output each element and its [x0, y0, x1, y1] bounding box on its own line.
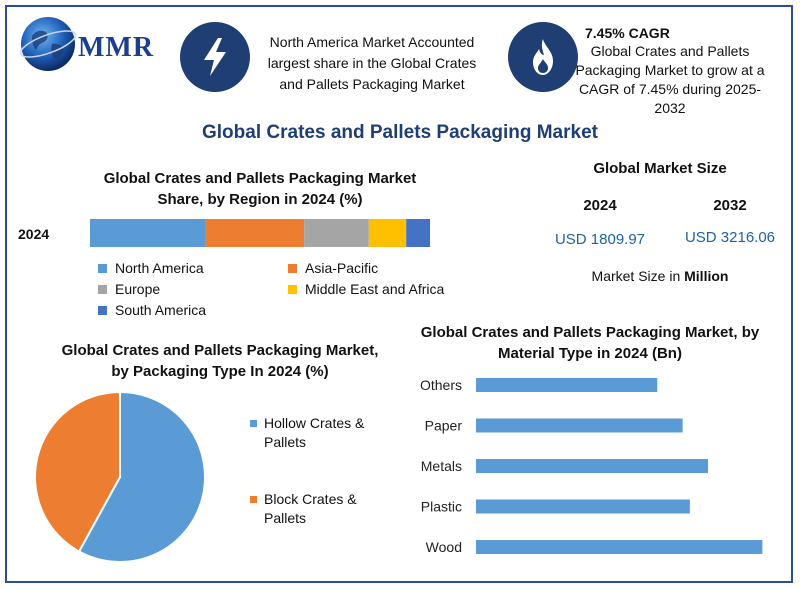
- region-stacked-bar: [90, 219, 430, 247]
- pie-slice-hollow-crates-pallets: [77, 390, 206, 563]
- market-value-2032: USD 3216.06: [684, 229, 776, 246]
- fire-icon: [533, 39, 553, 75]
- legend-swatch: [288, 263, 297, 273]
- material-bar-paper: [476, 418, 683, 433]
- year-2024-label: 2024: [583, 197, 617, 214]
- cagr-title: 7.45% CAGR: [585, 25, 670, 41]
- region-bar-middle-east-and-africa: [368, 219, 407, 247]
- legend-label: Middle East and Africa: [305, 281, 445, 297]
- highlight-north-america: North America Market Accounted largest s…: [267, 34, 477, 92]
- legend-swatch: [250, 420, 257, 427]
- region-bar-north-america: [90, 219, 206, 247]
- region-bar-asia-pacific: [205, 219, 305, 247]
- material-tick-label: Metals: [421, 458, 462, 474]
- material-chart-title: Global Crates and Pallets Packaging Mark…: [420, 324, 760, 362]
- lightning-icon: [204, 38, 226, 76]
- material-bar-wood: [476, 540, 763, 554]
- region-legend-item: Asia-Pacific: [288, 260, 378, 276]
- legend-label: Block Crates & Pallets: [264, 491, 357, 526]
- material-tick-label: Wood: [426, 539, 462, 555]
- material-tick-label: Paper: [425, 418, 463, 434]
- material-bar-metals: [476, 459, 708, 473]
- fire-icon-badge: [508, 22, 578, 92]
- packaging-legend-item: Block Crates & Pallets: [250, 490, 394, 528]
- legend-swatch: [98, 284, 107, 294]
- market-size-note-unit: Million: [684, 268, 729, 284]
- legend-swatch: [98, 263, 107, 273]
- packaging-legend-item: Hollow Crates & Pallets: [250, 414, 394, 452]
- highlight-cagr: Global Crates and Pallets Packaging Mark…: [575, 43, 765, 116]
- pie-slice-block-crates-pallets: [34, 390, 121, 553]
- legend-label: North America: [115, 260, 204, 276]
- packaging-chart-title: Global Crates and Pallets Packaging Mark…: [61, 342, 379, 380]
- material-bar-plastic: [476, 499, 690, 514]
- market-size-note: Market Size in Million: [560, 268, 760, 284]
- material-bar-chart: Others Paper Metals Plastic Wood: [420, 377, 763, 555]
- year-2032-label: 2032: [713, 197, 747, 214]
- region-legend: North America Asia-Pacific Europe Middle Ea…: [98, 260, 478, 322]
- market-value-2024: USD 1809.97: [554, 231, 646, 248]
- legend-swatch: [250, 496, 257, 503]
- region-legend-item: North America: [98, 260, 204, 276]
- packaging-pie-chart: [34, 390, 206, 563]
- region-chart-year-label: 2024: [18, 226, 50, 242]
- material-tick-label: Plastic: [421, 499, 462, 515]
- legend-swatch: [98, 305, 107, 315]
- legend-label: Europe: [115, 281, 161, 297]
- region-bar-south-america: [406, 219, 430, 247]
- legend-label: Asia-Pacific: [305, 260, 379, 276]
- region-chart-title: Global Crates and Pallets Packaging Mark…: [103, 170, 417, 208]
- region-legend-item: Europe: [98, 281, 160, 297]
- material-tick-label: Others: [420, 377, 462, 393]
- page-frame: [5, 5, 793, 583]
- mmr-logo: MMR: [18, 10, 168, 80]
- globe-icon: [19, 17, 77, 71]
- region-legend-item: Middle East and Africa: [288, 281, 444, 297]
- region-bar-europe: [304, 219, 369, 247]
- region-legend-item: South America: [98, 302, 206, 318]
- legend-swatch: [288, 284, 297, 294]
- market-size-note-prefix: Market Size in: [591, 268, 685, 284]
- legend-label: Hollow Crates & Pallets: [264, 415, 365, 450]
- lightning-icon-badge: [180, 22, 250, 92]
- legend-label: South America: [115, 302, 207, 318]
- material-bar-others: [476, 378, 658, 392]
- main-title: Global Crates and Pallets Packaging Mark…: [202, 122, 598, 143]
- logo-text: MMR: [78, 32, 155, 63]
- global-market-title: Global Market Size: [593, 160, 727, 177]
